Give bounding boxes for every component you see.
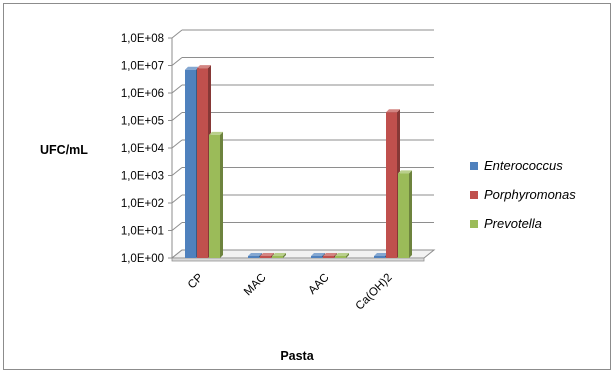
legend-label-porphyromonas: Porphyromonas bbox=[484, 187, 576, 202]
y-tick-label: 1,0E+08 bbox=[121, 33, 164, 45]
gridline-side bbox=[171, 222, 183, 231]
legend-label-prevotella: Prevotella bbox=[484, 216, 542, 231]
y-tick-label: 1,0E+02 bbox=[121, 198, 164, 210]
gridline-side bbox=[171, 139, 183, 149]
legend-swatch-porphyromonas bbox=[470, 191, 478, 199]
y-tick-label: 1,0E+06 bbox=[121, 88, 164, 100]
x-axis-title: Pasta bbox=[280, 349, 314, 363]
legend: Enterococcus Porphyromonas Prevotella bbox=[470, 158, 576, 231]
bars bbox=[185, 65, 412, 259]
gridline-side bbox=[171, 84, 183, 94]
gridline-side bbox=[171, 194, 183, 204]
y-tick-label: 1,0E+01 bbox=[121, 226, 164, 238]
labels: 1,0E+00 1,0E+01 1,0E+02 1,0E+03 1,0E+04 1,0E+… bbox=[121, 33, 395, 313]
bar-prevotella-aac bbox=[335, 253, 349, 258]
bar-enterococcus-cp bbox=[185, 66, 199, 259]
legend-label-enterococcus: Enterococcus bbox=[484, 158, 563, 173]
x-tick-label: AAC bbox=[306, 272, 331, 297]
bar-prevotella-caoh2 bbox=[398, 170, 412, 258]
gridline-side bbox=[171, 57, 183, 66]
x-tick-label: CP bbox=[186, 271, 206, 291]
bar-porphyromonas-caoh2 bbox=[386, 109, 400, 258]
y-tick-label: 1,0E+03 bbox=[121, 171, 164, 183]
x-tick-label: MAC bbox=[242, 272, 269, 299]
y-tick-label: 1,0E+05 bbox=[121, 116, 164, 128]
y-axis-title: UFC/mL bbox=[40, 143, 88, 157]
bar-prevotella-mac bbox=[272, 253, 286, 258]
bar-porphyromonas-cp bbox=[197, 65, 211, 258]
floor-edge bbox=[171, 257, 425, 262]
gridline-side bbox=[171, 29, 183, 39]
chart-frame bbox=[3, 3, 611, 370]
y-tick-label: 1,0E+00 bbox=[121, 253, 164, 265]
y-tick-label: 1,0E+07 bbox=[121, 61, 164, 73]
bar-prevotella-cp bbox=[209, 131, 223, 258]
legend-swatch-enterococcus bbox=[470, 162, 478, 170]
x-tick-label: Ca(OH)2 bbox=[354, 272, 395, 313]
gridline-side bbox=[171, 167, 183, 176]
gridline-side bbox=[171, 112, 183, 121]
y-tick-label: 1,0E+04 bbox=[121, 143, 165, 155]
legend-swatch-prevotella bbox=[470, 220, 478, 228]
grid bbox=[168, 29, 436, 262]
